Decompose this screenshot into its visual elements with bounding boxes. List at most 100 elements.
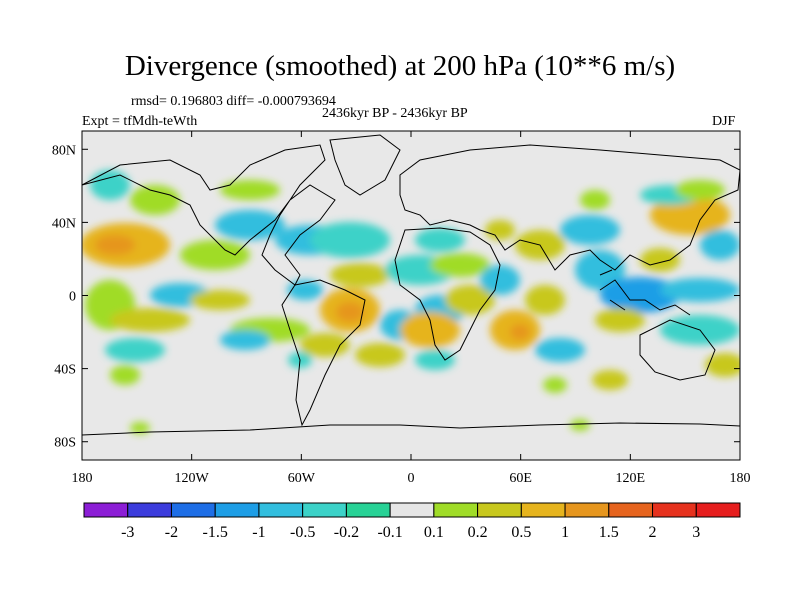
lon-axis: 180 120W 60W 0 60E 120E 180: [72, 471, 751, 486]
colorbar-box: [608, 502, 654, 518]
colorbar-label: -1.5: [203, 524, 228, 541]
coast-maritime: [599, 269, 691, 316]
anomaly-blob: [525, 285, 565, 315]
anomaly-blob: [580, 190, 610, 210]
anomaly-blob: [220, 330, 270, 350]
anomaly-blob: [90, 170, 130, 200]
lon-tick-label: 0: [408, 471, 415, 486]
anomaly-blob: [180, 240, 250, 270]
lat-axis: 80N 40N 0 40S 80S: [52, 143, 76, 450]
colorbar-box: [520, 502, 566, 518]
colorbar-box: [564, 502, 610, 518]
anomaly-blob: [595, 308, 645, 332]
colorbar-box: [170, 502, 216, 518]
anomaly-blob: [510, 324, 530, 340]
anomaly-blob: [445, 285, 495, 315]
coast-antarctica: [82, 422, 740, 436]
lon-tick-label: 180: [730, 471, 751, 486]
anomaly-blob: [415, 228, 465, 252]
anomaly-blob: [110, 365, 140, 385]
colorbar-box: [214, 502, 260, 518]
lon-tick-label: 120W: [175, 471, 210, 486]
colorbar-box: [652, 502, 697, 518]
colorbar: [83, 502, 741, 518]
anomaly-blob: [560, 215, 620, 245]
colorbar-label: -2: [165, 524, 178, 541]
anomaly-blob: [220, 180, 280, 200]
colorbar-box: [433, 502, 479, 518]
period-text: 2436kyr BP - 2436kyr BP: [322, 106, 468, 121]
lon-tick-label: 120E: [616, 471, 646, 486]
colorbar-box: [345, 502, 391, 518]
coast-eurasia: [399, 144, 740, 271]
colorbar-label: -0.5: [290, 524, 315, 541]
lat-tick-label: 0: [69, 290, 76, 305]
anomaly-blob: [355, 343, 405, 367]
anomaly-blob: [130, 185, 180, 215]
colorbar-box: [127, 502, 172, 518]
colorbar-box: [477, 502, 522, 518]
lon-tick-label: 60W: [288, 471, 316, 486]
anomaly-blob: [575, 250, 625, 290]
lat-tick-label: 80N: [52, 143, 76, 158]
figure-title: Divergence (smoothed) at 200 hPa (10**6 …: [124, 50, 676, 82]
lon-tick-label: 60E: [509, 471, 532, 486]
anomaly-blob: [110, 308, 190, 332]
colorbar-label: 1.5: [599, 524, 619, 541]
colorbar-label: 2: [649, 524, 657, 541]
colorbar-labels: -3 -2 -1.5 -1 -0.5 -0.2 -0.1 0.1 0.2 0.5 1 1.5 2 3: [121, 524, 700, 541]
anomaly-blob: [592, 370, 628, 390]
anomaly-blob: [430, 253, 490, 277]
colorbar-label: -1: [252, 524, 265, 541]
anomaly-blob: [543, 377, 567, 393]
colorbar-label: -0.1: [377, 524, 402, 541]
anomaly-blob: [570, 419, 590, 431]
anomaly-blob: [485, 220, 515, 240]
anomaly-blob: [640, 248, 680, 272]
anomaly-blob: [660, 278, 740, 302]
anomaly-blob: [415, 350, 455, 370]
coastlines: [82, 134, 740, 436]
anomaly-blob: [215, 210, 285, 240]
coast-africa: [394, 227, 501, 361]
anomaly-blob: [700, 230, 740, 260]
anomaly-blob: [535, 338, 585, 362]
coast-greenland: [329, 134, 401, 196]
anomaly-blob: [105, 338, 165, 362]
coast-australia: [639, 319, 716, 381]
colorbar-label: 0.1: [424, 524, 444, 541]
colorbar-label: 3: [692, 524, 700, 541]
anomaly-blob: [95, 235, 135, 255]
anomaly-blob: [300, 333, 350, 357]
lat-tick-label: 40S: [54, 363, 76, 378]
colorbar-box: [258, 502, 304, 518]
colorbar-box: [389, 502, 435, 518]
anomaly-blob: [336, 302, 364, 322]
colorbar-label: 0.5: [511, 524, 531, 541]
anomaly-blob: [400, 312, 460, 348]
anomaly-blob: [480, 265, 520, 295]
colorbar-box: [695, 502, 741, 518]
anomaly-blob: [675, 180, 725, 200]
colorbar-label: 1: [561, 524, 569, 541]
season-text: DJF: [712, 114, 736, 129]
coast-south-america: [281, 279, 366, 427]
anomaly-blob: [130, 422, 150, 434]
anomaly-blob: [705, 353, 740, 377]
anomaly-field: [82, 170, 740, 434]
colorbar-box: [302, 502, 347, 518]
stats-text: rmsd= 0.196803 diff= -0.000793694: [131, 94, 336, 109]
lon-tick-label: 180: [72, 471, 93, 486]
anomaly-blob: [310, 222, 390, 258]
map-frame: [81, 130, 741, 461]
colorbar-label: -0.2: [334, 524, 359, 541]
lat-tick-label: 40N: [52, 216, 76, 231]
colorbar-box: [83, 502, 129, 518]
anomaly-blob: [330, 263, 390, 287]
lat-tick-label: 80S: [54, 436, 76, 451]
colorbar-label: -3: [121, 524, 134, 541]
colorbar-label: 0.2: [468, 524, 488, 541]
anomaly-blob: [190, 290, 250, 310]
coast-north-america: [82, 144, 336, 286]
